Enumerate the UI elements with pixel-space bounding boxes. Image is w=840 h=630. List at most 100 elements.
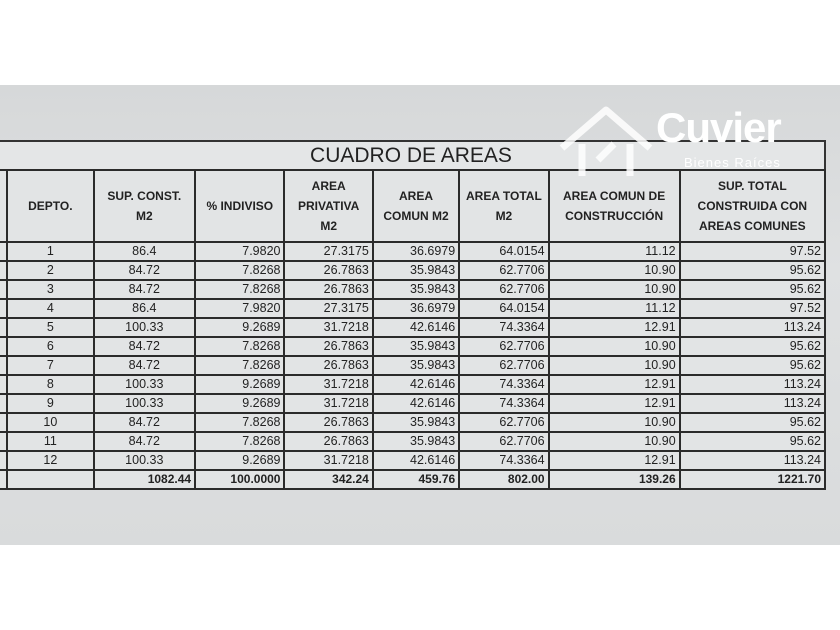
table-cell: 64.0154: [458, 298, 550, 319]
areas-sheet: CUADRO DE AREAS DEPTO. SUP. CONST. M2% IN…: [0, 140, 827, 490]
table-cell: 42.6146: [371, 374, 461, 395]
table-cell: 7.8268: [194, 355, 286, 376]
table-cell: 62.7706: [458, 260, 550, 281]
table-cell: 10.90: [547, 260, 681, 281]
table-row: 1 86.4 7.9820 27.3175 36.6979 64.0154 11.12 97.…: [0, 241, 827, 262]
table-cell: 97.52: [678, 241, 827, 262]
table-cell: 27.3175: [283, 241, 374, 262]
table-cell: 95.62: [678, 336, 827, 357]
table-cell: 3: [6, 279, 95, 300]
table-cell: 9.2689: [194, 317, 286, 338]
table-cell: 62.7706: [458, 355, 550, 376]
column-header: DEPTO.: [6, 169, 95, 243]
table-cell: 7.8268: [194, 279, 286, 300]
row-margin-cell: [0, 450, 9, 471]
table-cell: 26.7863: [283, 431, 374, 452]
row-margin-cell: [0, 393, 9, 414]
column-header: AREA TOTAL M2: [458, 169, 550, 243]
table-cell: 9.2689: [194, 374, 286, 395]
table-cell: 26.7863: [283, 412, 374, 433]
table-cell: 35.9843: [371, 431, 461, 452]
table-row: 6 84.72 7.8268 26.7863 35.9843 62.7706 10.90 95…: [0, 336, 827, 357]
table-row: 3 84.72 7.8268 26.7863 35.9843 62.7706 10.90 95…: [0, 279, 827, 300]
table-cell: 342.24: [283, 469, 374, 490]
table-cell: 12: [6, 450, 95, 471]
table-row: 12 100.33 9.2689 31.7218 42.6146 74.3364 12.91…: [0, 450, 827, 471]
table-cell: 7.9820: [194, 298, 286, 319]
table-cell: 95.62: [678, 279, 827, 300]
table-cell: 35.9843: [371, 336, 461, 357]
table-cell: 26.7863: [283, 279, 374, 300]
table-row: 11 84.72 7.8268 26.7863 35.9843 62.7706 10.90 9…: [0, 431, 827, 452]
table-cell: 7: [6, 355, 95, 376]
table-cell: 10: [6, 412, 95, 433]
table-cell: 84.72: [92, 279, 197, 300]
row-margin-cell: [0, 241, 9, 262]
table-row: 8 100.33 9.2689 31.7218 42.6146 74.3364 12.91 1…: [0, 374, 827, 395]
table-cell: [6, 469, 95, 490]
table-cell: 26.7863: [283, 355, 374, 376]
table-cell: 95.62: [678, 431, 827, 452]
table-cell: 62.7706: [458, 431, 550, 452]
table-cell: 36.6979: [371, 241, 461, 262]
table-cell: 1082.44: [92, 469, 197, 490]
row-margin-cell: [0, 260, 9, 281]
table-cell: 8: [6, 374, 95, 395]
table-cell: 7.8268: [194, 412, 286, 433]
table-title: CUADRO DE AREAS: [0, 140, 826, 169]
column-header: AREA COMUN M2: [371, 169, 461, 243]
row-margin-cell: [0, 317, 9, 338]
table-cell: 95.62: [678, 412, 827, 433]
table-cell: 12.91: [547, 317, 681, 338]
table-cell: 5: [6, 317, 95, 338]
table-cell: 35.9843: [371, 355, 461, 376]
table-cell: 62.7706: [458, 279, 550, 300]
table-cell: 42.6146: [371, 393, 461, 414]
column-header: AREA COMUN DE CONSTRUCCIÓN: [547, 169, 681, 243]
table-row: 10 84.72 7.8268 26.7863 35.9843 62.7706 10.90 9…: [0, 412, 827, 433]
watermark-tagline: Bienes Raíces: [684, 155, 781, 170]
table-cell: 9.2689: [194, 393, 286, 414]
table-cell: 95.62: [678, 260, 827, 281]
row-margin-cell: [0, 412, 9, 433]
row-margin-cell: [0, 298, 9, 319]
column-header: % INDIVISO: [194, 169, 286, 243]
table-cell: 62.7706: [458, 412, 550, 433]
table-row: 9 100.33 9.2689 31.7218 42.6146 74.3364 12.91 1…: [0, 393, 827, 414]
row-margin-cell: [0, 355, 9, 376]
areas-table: DEPTO. SUP. CONST. M2% INDIVISO AREA PRIVA…: [0, 169, 827, 490]
table-cell: 10.90: [547, 336, 681, 357]
table-cell: 12.91: [547, 393, 681, 414]
column-header: [0, 169, 9, 243]
table-cell: 6: [6, 336, 95, 357]
table-cell: 84.72: [92, 412, 197, 433]
table-cell: 113.24: [678, 374, 827, 395]
table-cell: 26.7863: [283, 336, 374, 357]
table-cell: 74.3364: [458, 450, 550, 471]
table-cell: 86.4: [92, 241, 197, 262]
table-cell: 139.26: [547, 469, 681, 490]
table-row: 2 84.72 7.8268 26.7863 35.9843 62.7706 10.90 95…: [0, 260, 827, 281]
column-header: AREA PRIVATIVA M2: [283, 169, 374, 243]
table-cell: 74.3364: [458, 393, 550, 414]
row-margin-cell: [0, 469, 9, 490]
table-cell: 31.7218: [283, 317, 374, 338]
table-cell: 113.24: [678, 450, 827, 471]
table-cell: 35.9843: [371, 279, 461, 300]
table-cell: 12.91: [547, 374, 681, 395]
table-cell: 74.3364: [458, 374, 550, 395]
table-row: 4 86.4 7.9820 27.3175 36.6979 64.0154 11.12 97.…: [0, 298, 827, 319]
row-margin-cell: [0, 374, 9, 395]
totals-row: 1082.44 100.0000 342.24 459.76 802.00 139.26 1…: [0, 469, 827, 490]
table-cell: 35.9843: [371, 412, 461, 433]
row-margin-cell: [0, 279, 9, 300]
table-cell: 62.7706: [458, 336, 550, 357]
header-row: DEPTO. SUP. CONST. M2% INDIVISO AREA PRIVA…: [0, 169, 827, 243]
watermark-brand: Cuvier: [656, 104, 782, 151]
table-cell: 113.24: [678, 317, 827, 338]
table-cell: 9: [6, 393, 95, 414]
table-cell: 42.6146: [371, 317, 461, 338]
table-cell: 7.8268: [194, 431, 286, 452]
table-cell: 802.00: [458, 469, 550, 490]
table-cell: 100.0000: [194, 469, 286, 490]
